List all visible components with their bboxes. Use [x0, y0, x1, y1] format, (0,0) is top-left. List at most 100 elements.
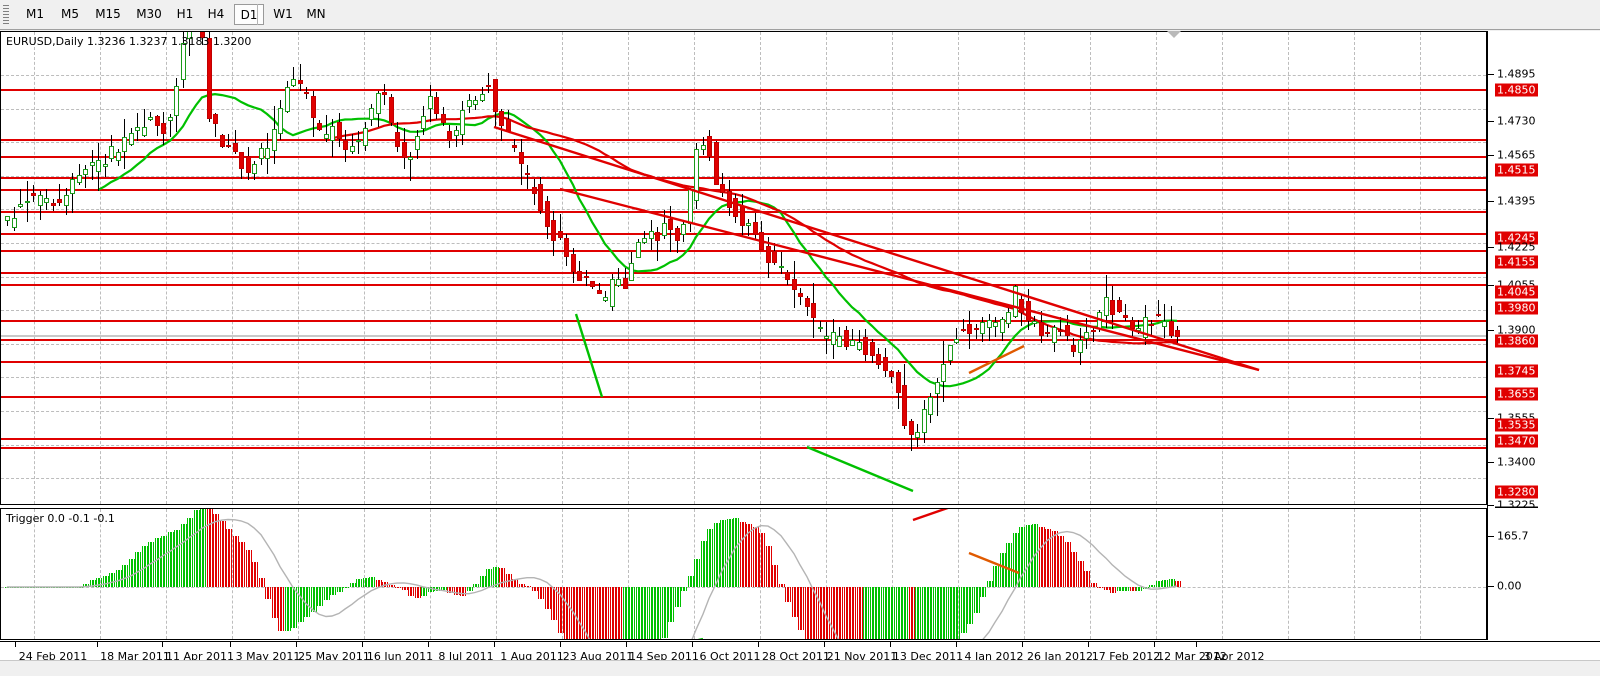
indicator-bar — [607, 587, 609, 639]
candle-body — [38, 195, 43, 207]
indicator-bar — [347, 587, 349, 588]
timeframe-button-m5[interactable]: M5 — [61, 7, 79, 21]
indicator-panel[interactable]: Trigger 0.0 -0.1 -0.1 — [0, 508, 1487, 640]
candle-body — [824, 335, 829, 340]
status-bar — [0, 660, 1600, 676]
candle-body — [129, 132, 134, 145]
candle-wick — [59, 184, 60, 206]
indicator-bar — [204, 509, 206, 587]
candle-body — [1058, 329, 1063, 332]
indicator-bar — [412, 587, 414, 596]
price-annotations — [493, 125, 1260, 493]
indicator-bar — [802, 587, 804, 631]
indicator-bar — [113, 572, 115, 587]
price-axis-tick — [1488, 462, 1494, 463]
grid-line-horizontal — [1, 109, 1486, 110]
candle-body — [103, 164, 108, 167]
timeframe-button-w1[interactable]: W1 — [273, 7, 293, 21]
candle-body — [850, 340, 855, 346]
indicator-axis[interactable]: 165.70.00-236.9 — [1488, 508, 1600, 666]
timeframe-button-m1[interactable]: M1 — [26, 7, 44, 21]
timeframe-button-d1[interactable]: D1 — [234, 4, 264, 25]
candle-body — [694, 149, 699, 201]
indicator-axis-label: 165.7 — [1497, 529, 1529, 543]
orange-divergence-price[interactable] — [968, 344, 1025, 375]
timeframe-button-m30[interactable]: M30 — [136, 7, 162, 21]
price-level-tag: 1.3470 — [1495, 434, 1538, 448]
indicator-bar — [74, 587, 76, 588]
indicator-bar — [1088, 570, 1090, 587]
candle-body — [512, 144, 517, 149]
price-axis-label: 1.3400 — [1497, 455, 1536, 469]
candle-body — [532, 186, 537, 195]
timeframe-button-m15[interactable]: M15 — [95, 7, 121, 21]
green-divergence-indicator[interactable] — [566, 637, 703, 640]
candle-body — [83, 168, 88, 176]
toolbar-grip-handle[interactable] — [3, 5, 9, 25]
candle-body — [707, 136, 712, 158]
timeframe-button-mn[interactable]: MN — [306, 7, 326, 21]
candle-wick — [202, 32, 203, 45]
timeframe-button-h1[interactable]: H1 — [176, 7, 194, 21]
candle-body — [116, 152, 121, 161]
green-trend-down-late-2011[interactable] — [806, 445, 914, 493]
indicator-bar — [438, 587, 440, 591]
candle-body — [1162, 321, 1167, 327]
indicator-zero-line — [1, 587, 1486, 588]
current-price-line — [1, 334, 1486, 337]
indicator-bar — [633, 587, 635, 639]
candle-body — [1123, 314, 1128, 319]
price-axis-tick — [1488, 201, 1494, 202]
candle-body — [395, 131, 400, 148]
price-chart-panel[interactable]: EURUSD,Daily 1.3236 1.3237 1.3183 1.3200 — [0, 31, 1487, 505]
indicator-bar — [867, 587, 869, 639]
candle-body — [818, 326, 823, 329]
candle-wick — [456, 126, 457, 147]
candle-body — [499, 110, 504, 126]
candle-body — [1019, 299, 1024, 314]
candle-body — [870, 341, 875, 356]
date-axis-tick — [15, 642, 16, 647]
candle-body — [1136, 328, 1141, 331]
price-axis-label: 1.3900 — [1497, 323, 1536, 337]
date-axis-label: 17 Feb 2012 — [1091, 650, 1161, 663]
candle-body — [701, 144, 706, 151]
candle-body — [545, 201, 550, 228]
price-axis-tick — [1488, 247, 1494, 248]
candle-body — [779, 265, 784, 268]
candle-body — [460, 110, 465, 136]
candle-body — [415, 135, 420, 151]
date-axis-label: 21 Nov 2011 — [826, 650, 898, 663]
candle-body — [714, 142, 719, 185]
grid-line-vertical — [430, 509, 431, 639]
candle-body — [798, 293, 803, 298]
indicator-panel-header: Trigger 0.0 -0.1 -0.1 — [6, 512, 115, 525]
candle-wick — [995, 317, 996, 337]
candle-body — [967, 323, 972, 335]
candle-body — [428, 96, 433, 109]
timeframe-button-h4[interactable]: H4 — [207, 7, 225, 21]
candle-body — [590, 280, 595, 287]
candle-body — [551, 220, 556, 242]
candle-body — [597, 290, 602, 294]
date-axis-tick — [97, 642, 98, 647]
ascending-lower-trendline[interactable] — [912, 509, 1259, 522]
candle-body — [519, 152, 524, 165]
candle-body — [467, 99, 472, 107]
green-trend-down-2011[interactable] — [574, 313, 604, 398]
grid-line-vertical — [166, 32, 167, 504]
candle-wick — [137, 113, 138, 142]
candle-body — [1045, 332, 1050, 335]
grid-line-vertical — [364, 509, 365, 639]
candle-wick — [20, 189, 21, 208]
price-axis[interactable]: 1.4895 1.4850 1.4730 1.4565 1.4515 1.4395 1.42… — [1488, 31, 1600, 676]
date-axis-tick — [1196, 642, 1197, 647]
support-resistance-line — [1, 437, 1486, 440]
grid-line-vertical — [1288, 509, 1289, 639]
indicator-bar — [230, 529, 232, 587]
indicator-bar — [620, 587, 622, 639]
candle-body — [1143, 317, 1148, 338]
candle-body — [642, 237, 647, 243]
price-panel-header: EURUSD,Daily 1.3236 1.3237 1.3183 1.3200 — [6, 35, 252, 48]
indicator-bar — [893, 587, 895, 639]
